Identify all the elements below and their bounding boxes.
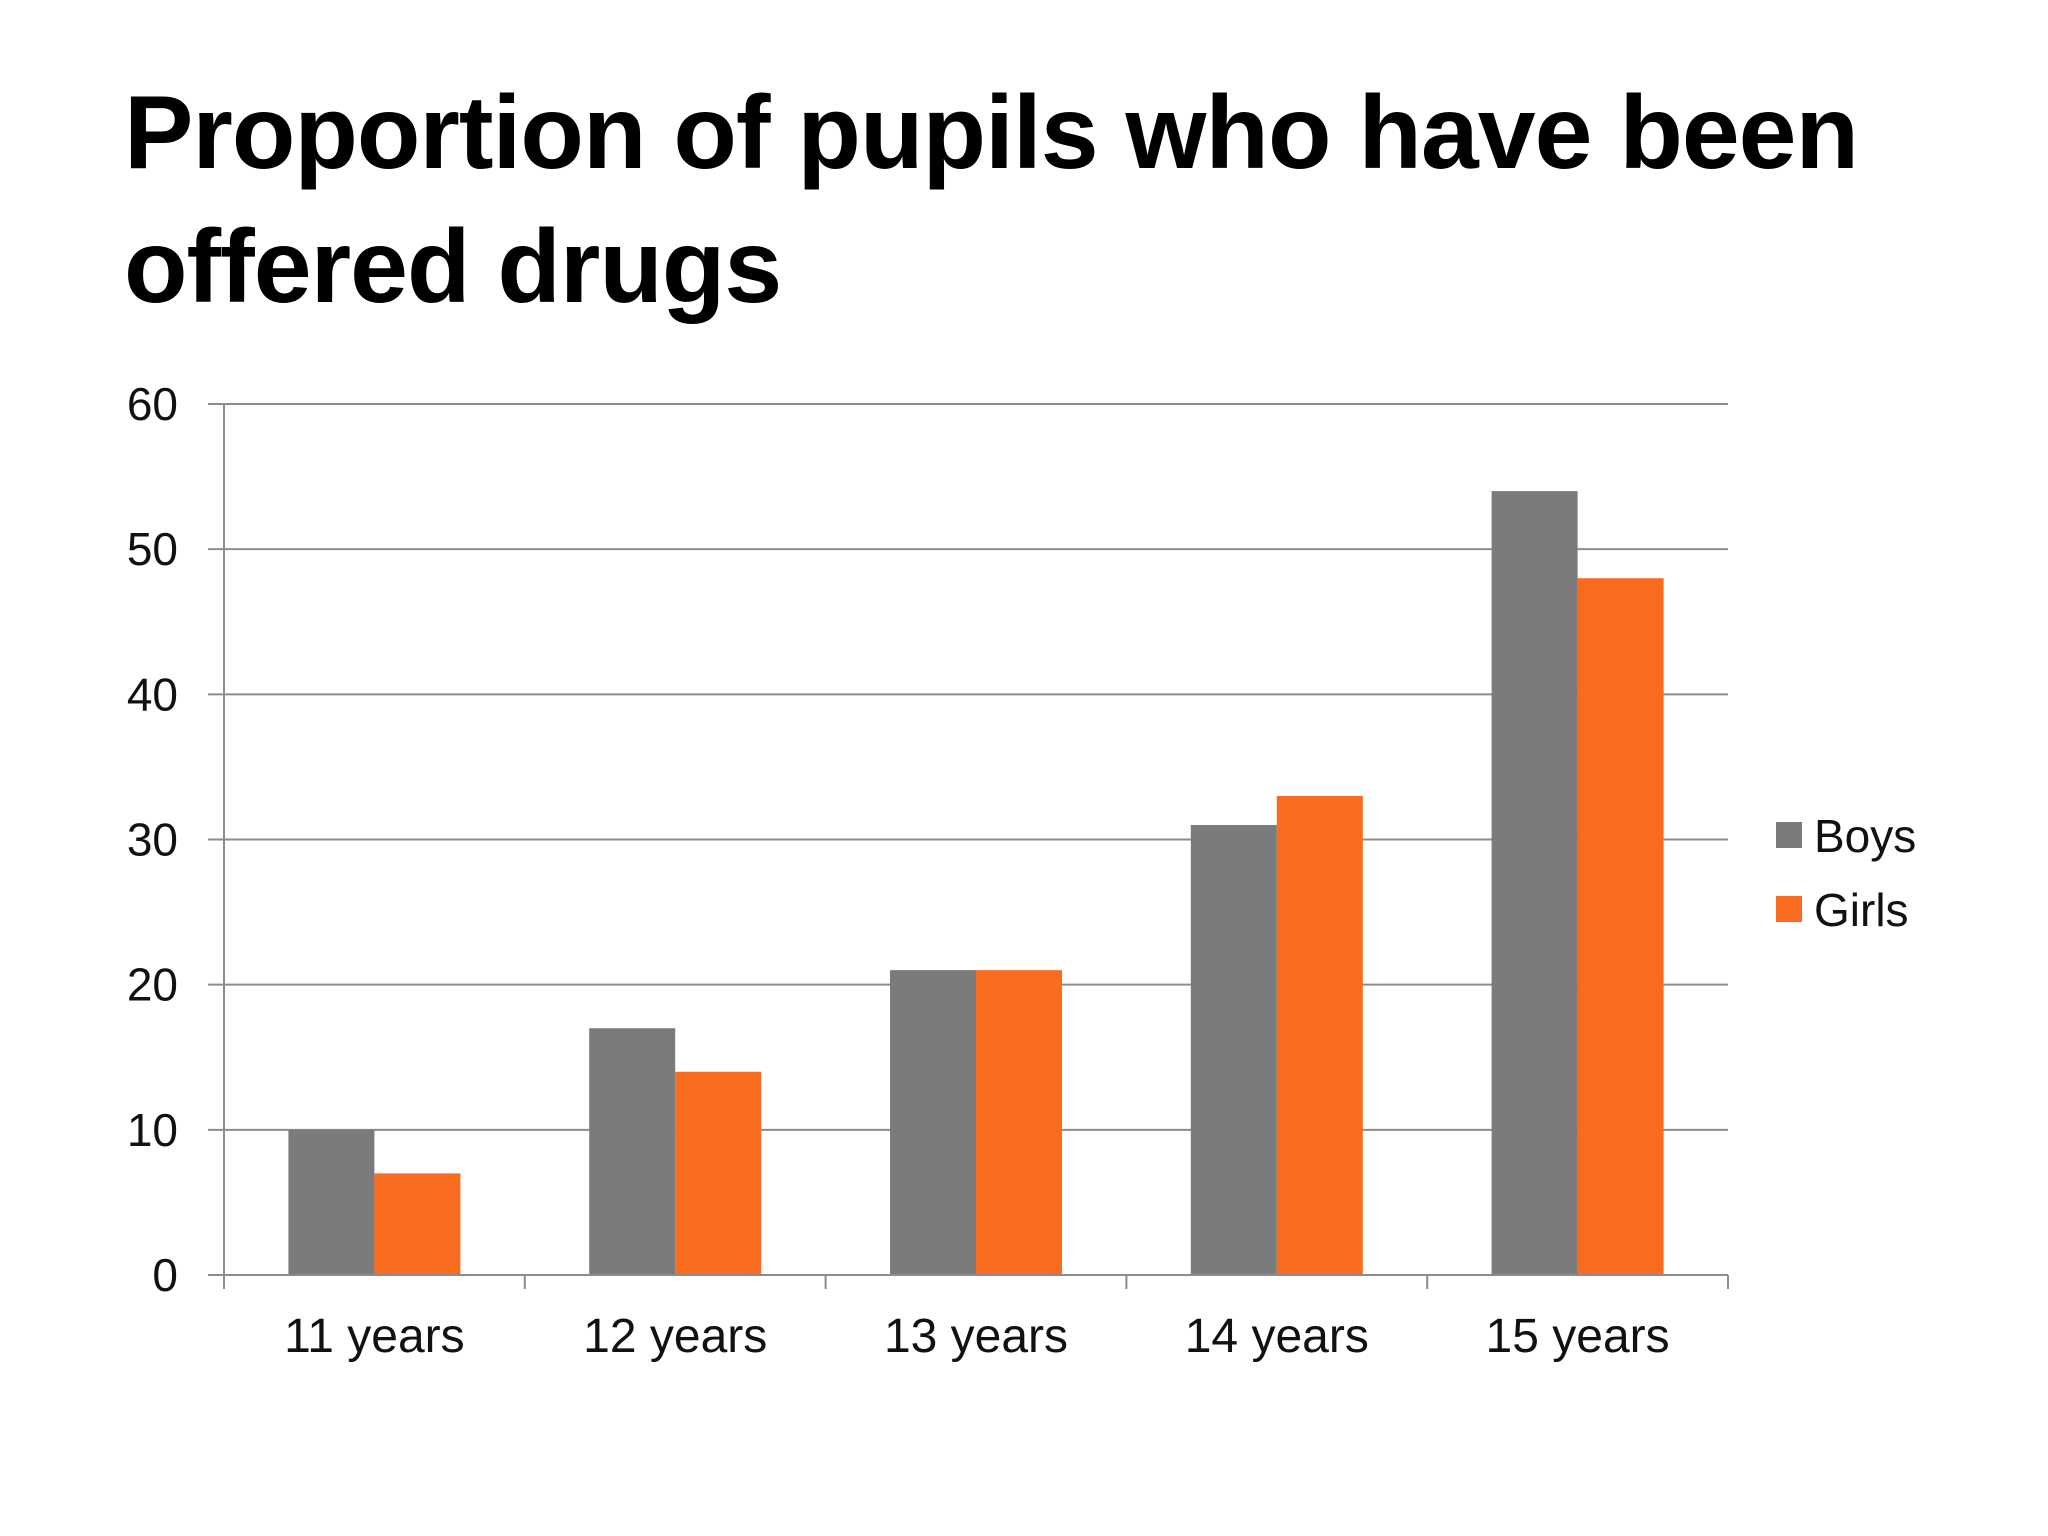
y-tick-label: 20 (127, 959, 178, 1011)
category-label: 14 years (1185, 1310, 1369, 1363)
bar-boys-2 (589, 1028, 676, 1275)
category-label: 12 years (583, 1310, 767, 1363)
axes (208, 404, 1729, 1289)
category-label: 13 years (884, 1310, 1068, 1363)
bar-girls-1 (374, 1173, 461, 1275)
y-tick-label: 30 (127, 814, 178, 866)
y-tick-label: 50 (127, 523, 178, 575)
bar-boys-3 (890, 970, 976, 1275)
bar-boys-1 (288, 1129, 375, 1275)
category-labels: 11 years 12 years 13 years 14 years 15 years (284, 1310, 1670, 1363)
bar-girls-2 (675, 1071, 762, 1275)
chart-title: Proportion of pupils who have been offer… (124, 75, 1859, 325)
bar-boys-4 (1190, 824, 1277, 1275)
legend: Boys Girls (1776, 810, 1916, 936)
bars (288, 491, 1664, 1276)
legend-swatch-boys (1776, 822, 1802, 848)
bar-girls-3 (976, 970, 1062, 1275)
y-tick-label: 0 (152, 1249, 178, 1301)
legend-swatch-girls (1776, 896, 1802, 922)
bar-girls-4 (1276, 795, 1363, 1275)
legend-label-boys: Boys (1814, 810, 1916, 862)
y-tick-label: 60 (127, 378, 178, 430)
y-tick-label: 10 (127, 1104, 178, 1156)
y-tick-labels: 0 10 20 30 40 50 60 (127, 378, 178, 1301)
bar-boys-5 (1491, 491, 1578, 1276)
category-label: 15 years (1486, 1310, 1670, 1363)
bar-girls-5 (1577, 578, 1664, 1275)
y-tick-label: 40 (127, 668, 178, 720)
category-label: 11 years (284, 1310, 465, 1363)
legend-label-girls: Girls (1814, 884, 1909, 936)
